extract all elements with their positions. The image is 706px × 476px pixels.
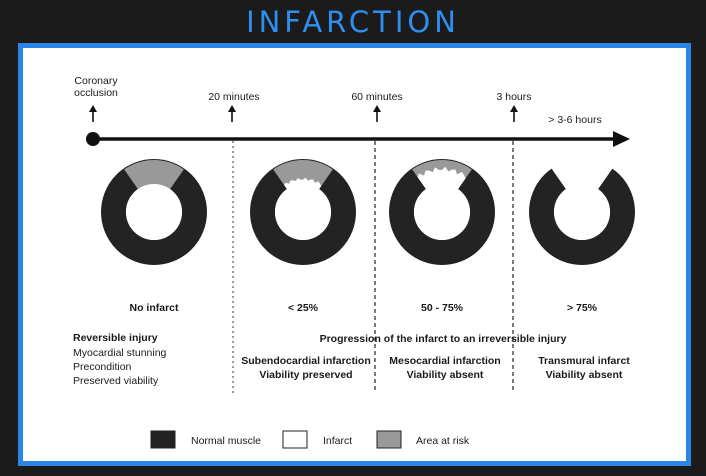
legend-label: Infarct [323, 435, 352, 447]
timeline-start-label-2: occlusion [74, 87, 118, 99]
up-arrow-icon [510, 105, 518, 122]
legend-label: Area at risk [416, 435, 470, 447]
progression-text: Progression of the infarct to an irrever… [320, 333, 567, 345]
stage-extent-label: > 75% [567, 302, 598, 314]
stage-description: Viability absent [407, 369, 484, 381]
timeline-start-dot [86, 132, 100, 146]
infarct-region [284, 177, 322, 190]
timeline: Coronary occlusion 20 minutes 60 minutes… [74, 75, 630, 147]
timeline-marker-3-6-hours: > 3-6 hours [548, 114, 601, 126]
ventricle-cavity [275, 184, 331, 240]
stage-extent-label: 50 - 75% [421, 302, 464, 314]
stage-extent-label: < 25% [288, 302, 319, 314]
diagram-panel: Coronary occlusion 20 minutes 60 minutes… [18, 43, 691, 466]
legend-swatch-normal-muscle [150, 430, 176, 449]
stage-extent-label: No infarct [129, 302, 179, 314]
reversible-injury-item: Myocardial stunning [73, 347, 167, 359]
infarction-diagram: Coronary occlusion 20 minutes 60 minutes… [73, 75, 635, 449]
legend: Normal muscle Infarct Area at risk [150, 430, 470, 449]
reversible-injury-item: Precondition [73, 361, 132, 373]
legend-swatch-infarct [282, 430, 308, 449]
myocardium-rings [101, 158, 635, 265]
myocardium-ring [101, 159, 207, 265]
up-arrow-icon [373, 105, 381, 122]
reversible-injury-heading: Reversible injury [73, 332, 158, 344]
stage-description: Subendocardial infarction [241, 355, 371, 367]
timeline-marker-60-minutes: 60 minutes [351, 91, 402, 103]
myocardium-ring [389, 159, 495, 265]
timeline-marker-3-hours: 3 hours [496, 91, 531, 103]
myocardium-ring [529, 158, 635, 265]
ventricle-cavity [554, 184, 610, 240]
infarct-region [417, 166, 466, 190]
myocardium-ring [250, 159, 356, 265]
infarct-region [551, 158, 613, 190]
legend-swatch-area-at-risk [376, 430, 402, 449]
area-at-risk-sector [124, 160, 184, 190]
ventricle-cavity [126, 184, 182, 240]
timeline-start-label-1: Coronary [74, 75, 118, 87]
timeline-marker-20-minutes: 20 minutes [208, 91, 259, 103]
up-arrow-icon [228, 105, 236, 122]
reversible-injury-item: Preserved viability [73, 375, 159, 387]
page-title: INFARCTION [246, 5, 460, 39]
up-arrow-icon [89, 105, 97, 122]
ventricle-cavity [414, 184, 470, 240]
legend-label: Normal muscle [191, 435, 261, 447]
stage-description: Transmural infarct [538, 355, 630, 367]
stage-description: Viability absent [546, 369, 623, 381]
timeline-arrowhead [613, 131, 630, 147]
stage-description: Viability preserved [259, 369, 352, 381]
stage-description: Mesocardial infarction [389, 355, 500, 367]
